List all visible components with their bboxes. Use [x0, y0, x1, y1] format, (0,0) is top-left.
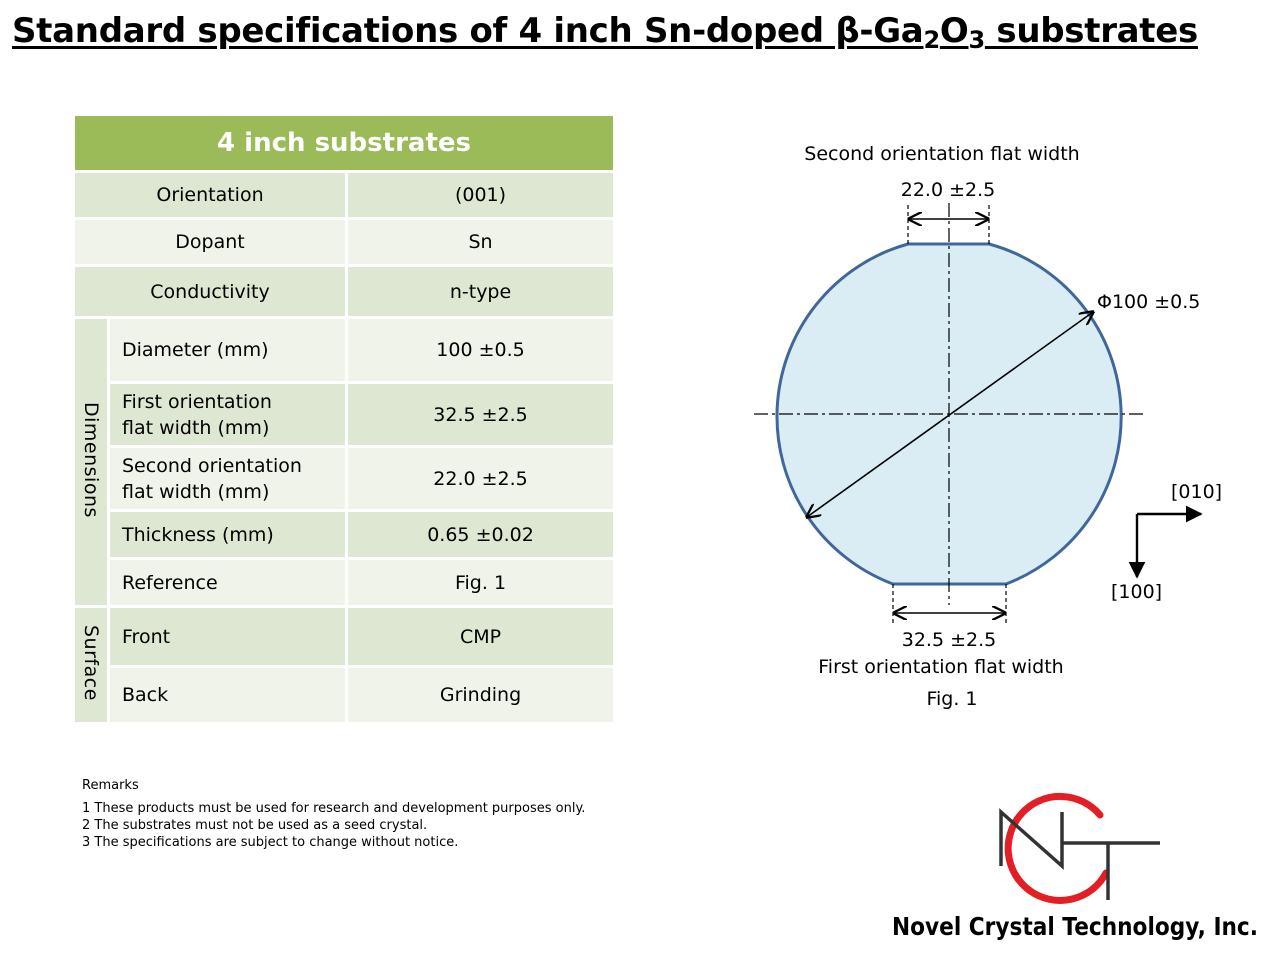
- logo-mark: [999, 792, 1160, 904]
- axis-100-label: [100]: [1111, 581, 1162, 603]
- first-flat-label: First orientation flat width: [818, 656, 1063, 678]
- front-label: Front: [107, 605, 348, 668]
- thickness-value: 0.65 ±0.02: [344, 509, 617, 560]
- table-row: Dimensions Diameter (mm) 100 ±0.5: [72, 316, 617, 608]
- dopant-value: Sn: [344, 217, 617, 267]
- table-row: Second orientation flat width (mm) 22.0 ±…: [74, 445, 617, 512]
- orientation-value: (001): [344, 170, 617, 220]
- dimensions-group-label: Dimensions: [80, 401, 102, 518]
- thickness-label: Thickness (mm): [107, 509, 348, 560]
- diameter-arrow: [807, 312, 1093, 517]
- conductivity-label: Conductivity: [72, 264, 348, 319]
- reference-value: Fig. 1: [344, 557, 617, 608]
- remark-item: 1 These products must be used for resear…: [82, 801, 586, 816]
- logo-n-letter: [999, 808, 1064, 870]
- conductivity-value: n-type: [344, 264, 617, 319]
- table-row: Thickness (mm) 0.65 ±0.02: [74, 509, 617, 560]
- table-row: Conductivity n-type: [72, 264, 617, 319]
- diameter-label: Diameter (mm): [107, 316, 348, 384]
- second-flat-label: Second orientation flat width (mm): [107, 445, 348, 512]
- table-row: Reference Fig. 1: [74, 557, 617, 608]
- diameter-value: 100 ±0.5: [344, 316, 617, 384]
- page-title: Standard specifications of 4 inch Sn-dop…: [12, 11, 1198, 54]
- table-row: Surface Front CMP: [72, 605, 617, 725]
- spec-table: 4 inch substrates Orientation (001) Dopa…: [71, 113, 617, 725]
- remarks-title: Remarks: [82, 778, 139, 793]
- second-flat-value: 22.0 ±2.5: [344, 445, 617, 512]
- back-label: Back: [107, 665, 348, 725]
- dopant-label: Dopant: [72, 217, 348, 267]
- second-flat-value: 22.0 ±2.5: [901, 179, 995, 201]
- table-row: First orientation flat width (mm) 32.5 ±2…: [74, 381, 617, 448]
- first-flat-value: 32.5 ±2.5: [902, 629, 996, 651]
- remark-item: 3 The specifications are subject to chan…: [82, 835, 459, 850]
- orientation-label: Orientation: [72, 170, 348, 220]
- reference-label: Reference: [107, 557, 348, 608]
- figure-caption: Fig. 1: [926, 688, 977, 710]
- table-header-row: 4 inch substrates: [71, 113, 617, 173]
- first-flat-label: First orientation flat width (mm): [107, 381, 348, 448]
- table-row: Back Grinding: [74, 665, 617, 725]
- remarks: Remarks 1 These products must be used fo…: [82, 777, 585, 851]
- logo-c-arc: [1004, 792, 1110, 904]
- surface-group-label: Surface: [80, 624, 102, 701]
- surface-group-cell: Surface: [72, 605, 110, 725]
- second-flat-label: Second orientation flat width: [804, 143, 1079, 165]
- axis-010-label: [010]: [1171, 481, 1222, 503]
- front-value: CMP: [344, 605, 617, 668]
- crystal-axes: [010] [100]: [1111, 481, 1222, 603]
- remark-item: 2 The substrates must not be used as a s…: [82, 818, 428, 833]
- table-row: Orientation (001): [72, 170, 617, 220]
- company-name: Novel Crystal Technology, Inc.: [892, 912, 1258, 941]
- back-value: Grinding: [344, 665, 617, 725]
- diameter-label: Φ100 ±0.5: [1097, 291, 1200, 313]
- table-row: Dopant Sn: [72, 217, 617, 267]
- dimensions-group-cell: Dimensions: [72, 316, 110, 608]
- first-flat-value: 32.5 ±2.5: [344, 381, 617, 448]
- table-header: 4 inch substrates: [71, 113, 617, 173]
